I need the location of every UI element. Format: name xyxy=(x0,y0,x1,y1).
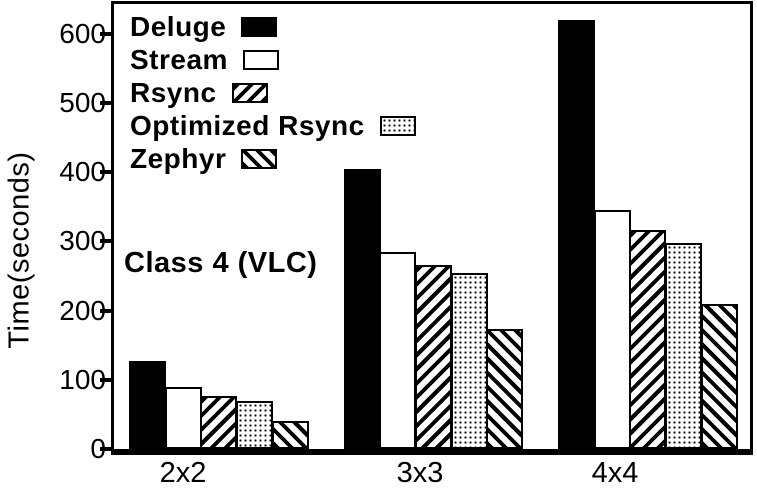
legend-label: Stream xyxy=(130,43,228,75)
legend-item: Stream xyxy=(130,43,416,76)
legend-swatch-solid-black xyxy=(241,16,278,37)
y-tick-mark xyxy=(100,447,111,451)
legend-label: Optimized Rsync xyxy=(130,109,365,141)
bar-optimized-rsync-4x4 xyxy=(665,243,702,449)
legend-swatch-diagonal-back-hatch xyxy=(241,148,278,169)
bar-zephyr-3x3 xyxy=(486,329,523,449)
y-tick-label: 0 xyxy=(90,433,106,464)
bar-zephyr-4x4 xyxy=(701,303,738,449)
legend-label: Deluge xyxy=(130,10,227,42)
bar-rsync-4x4 xyxy=(629,229,666,449)
plot-area xyxy=(111,1,753,455)
y-tick-mark xyxy=(100,377,111,382)
y-tick-label: 600 xyxy=(59,17,106,49)
y-tick-label: 400 xyxy=(59,156,106,188)
legend-swatch-diagonal-forward-hatch xyxy=(231,82,268,103)
y-tick-mark xyxy=(100,31,111,36)
bar-optimized-rsync-3x3 xyxy=(451,272,488,449)
bar-deluge-3x3 xyxy=(344,169,381,449)
bar-stream-2x2 xyxy=(165,387,202,449)
legend-label: Zephyr xyxy=(130,142,227,174)
x-tick-label-4x4: 4x4 xyxy=(591,457,639,489)
bar-deluge-2x2 xyxy=(129,361,166,449)
legend-swatch-white xyxy=(242,49,279,70)
y-tick-mark xyxy=(100,100,111,105)
bar-stream-4x4 xyxy=(594,209,631,449)
x-tick-label-2x2: 2x2 xyxy=(159,457,207,489)
y-tick-label: 300 xyxy=(59,225,106,257)
y-tick-label: 500 xyxy=(59,86,106,118)
legend-item: Rsync xyxy=(130,76,416,109)
bar-optimized-rsync-2x2 xyxy=(236,400,273,449)
annotation-class4-vlc: Class 4 (VLC) xyxy=(124,247,318,279)
legend-item: Optimized Rsync xyxy=(130,109,416,142)
legend-label: Rsync xyxy=(130,76,217,108)
legend: Deluge Stream Rsync Optimized Rsync Zephyr xyxy=(130,10,416,175)
bar-zephyr-2x2 xyxy=(272,420,309,449)
y-tick-label: 100 xyxy=(59,363,106,395)
bar-deluge-4x4 xyxy=(558,19,595,449)
bar-rsync-2x2 xyxy=(200,396,237,449)
legend-item: Zephyr xyxy=(130,142,416,175)
legend-item: Deluge xyxy=(130,10,416,43)
x-tick-label-3x3: 3x3 xyxy=(396,457,444,489)
legend-swatch-dots xyxy=(379,115,416,136)
y-tick-mark xyxy=(100,308,111,313)
bar-rsync-3x3 xyxy=(415,264,452,449)
bar-stream-3x3 xyxy=(379,251,416,449)
y-tick-mark xyxy=(100,239,111,244)
y-tick-mark xyxy=(100,170,111,175)
y-tick-label: 200 xyxy=(59,294,106,326)
